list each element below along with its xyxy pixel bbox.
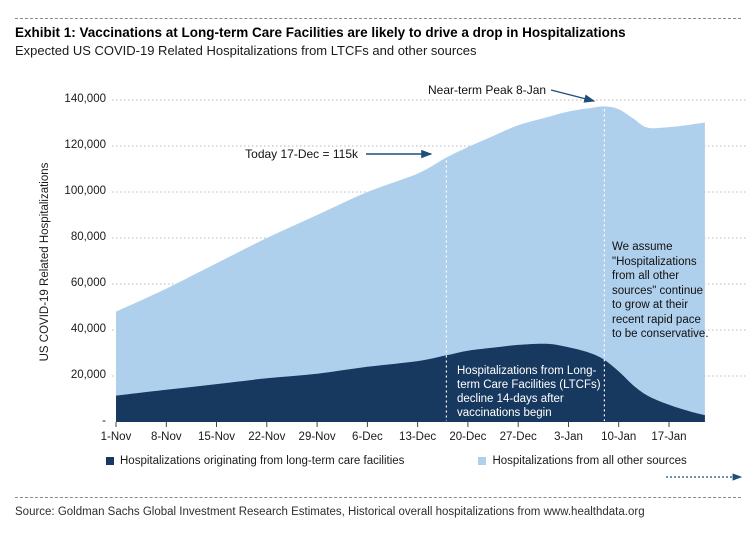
x-axis-tick-label: 6-Dec	[352, 431, 383, 443]
y-axis-tick-label: 20,000	[70, 369, 106, 381]
y-axis-tick-label: 100,000	[64, 185, 106, 197]
x-axis-tick-label: 13-Dec	[399, 431, 437, 443]
legend-label-ltcf: Hospitalizations originating from long-t…	[120, 455, 405, 467]
annotation-ltcf-note: Hospitalizations from Long-term Care Fac…	[457, 365, 601, 419]
x-axis-tick-label: 8-Nov	[150, 431, 182, 443]
y-axis-tick-label: 140,000	[64, 93, 106, 105]
bottom-divider	[15, 497, 741, 498]
y-axis-tick-label: 80,000	[70, 231, 106, 243]
legend-item-other: Hospitalizations from all other sources	[478, 455, 687, 467]
legend-item-ltcf: Hospitalizations originating from long-t…	[106, 455, 404, 467]
annotation-today: Today 17-Dec = 115k	[245, 147, 358, 161]
x-axis-tick-label: 1-Nov	[100, 431, 132, 443]
peak-arrow	[550, 89, 596, 103]
y-axis-tick-label: 120,000	[64, 139, 106, 151]
top-divider	[15, 18, 741, 19]
x-axis-tick-label: 27-Dec	[499, 431, 537, 443]
x-axis-tick-label: 10-Jan	[601, 431, 637, 443]
x-axis-tick-label: 17-Jan	[651, 431, 687, 443]
legend-swatch-other	[478, 457, 487, 465]
annotation-other-sources-note: We assume "Hospitalizations from all oth…	[612, 241, 709, 340]
x-axis-tick-label: 20-Dec	[449, 431, 487, 443]
y-axis-tick-label: -	[102, 415, 106, 427]
annotation-peak: Near-term Peak 8-Jan	[428, 83, 547, 97]
x-axis-tick-label: 15-Nov	[197, 431, 236, 443]
legend-swatch-ltcf	[106, 457, 114, 465]
exhibit-title: Exhibit 1: Vaccinations at Long-term Car…	[15, 25, 626, 40]
y-axis-tick-label: 40,000	[70, 323, 106, 335]
exhibit-subtitle: Expected US COVID-19 Related Hospitaliza…	[15, 43, 477, 58]
area-ltcf	[116, 343, 705, 422]
x-axis-tick-label: 3-Jan	[554, 431, 583, 443]
legend-label-other: Hospitalizations from all other sources	[492, 455, 687, 467]
y-axis-tick-label: 60,000	[70, 277, 106, 289]
area-other-sources	[116, 106, 705, 423]
y-axis-title: US COVID-19 Related Hospitalizations	[39, 162, 51, 362]
x-axis-tick-label: 29-Nov	[298, 431, 336, 443]
x-axis-tick-label: 22-Nov	[248, 431, 286, 443]
chart-legend: Hospitalizations originating from long-t…	[106, 455, 746, 467]
source-note: Source: Goldman Sachs Global Investment …	[15, 506, 645, 518]
